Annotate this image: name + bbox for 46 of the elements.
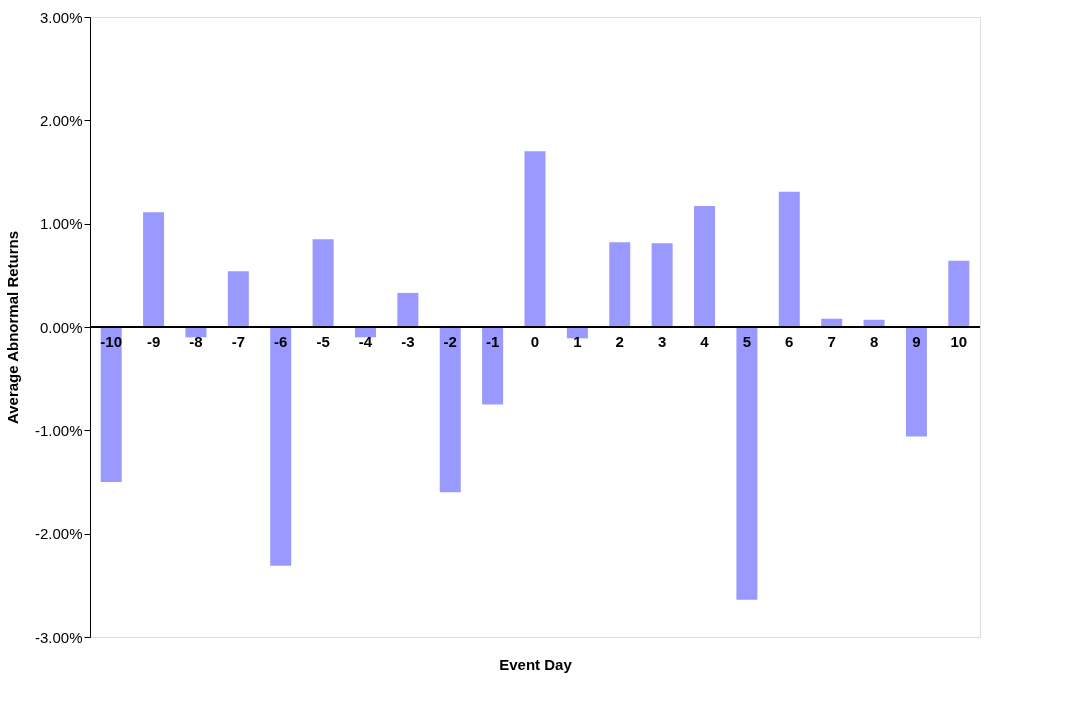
x-tick-label: 6 bbox=[785, 333, 794, 350]
x-tick-label: 0 bbox=[530, 333, 540, 350]
x-tick-label: 5 bbox=[742, 333, 752, 350]
y-tick-label: -3.00% bbox=[34, 628, 83, 646]
bar bbox=[143, 212, 165, 327]
y-tick-label: 3.00% bbox=[39, 8, 83, 26]
x-tick-label: -7 bbox=[231, 333, 246, 350]
x-tick-label: 8 bbox=[869, 333, 879, 350]
x-tick-label: -10 bbox=[100, 333, 123, 350]
x-tick-label: -6 bbox=[274, 333, 288, 350]
y-tick-label: 1.00% bbox=[39, 215, 83, 233]
x-tick-label: -2 bbox=[443, 333, 457, 350]
y-tick-label: -2.00% bbox=[34, 525, 83, 543]
bar bbox=[778, 191, 800, 327]
x-tick-label: 7 bbox=[827, 333, 836, 350]
bar bbox=[948, 260, 970, 327]
y-tick-label: -1.00% bbox=[34, 421, 83, 439]
bar bbox=[397, 292, 419, 327]
y-tick-label: 2.00% bbox=[39, 111, 83, 129]
x-tick-label: -8 bbox=[189, 333, 203, 350]
x-tick-label: 1 bbox=[573, 333, 582, 350]
bar bbox=[524, 151, 546, 327]
bar bbox=[312, 239, 334, 327]
y-axis-title: Average Abnormal Returns bbox=[3, 230, 21, 425]
bar bbox=[609, 242, 631, 327]
x-tick-label: -5 bbox=[316, 333, 330, 350]
bar bbox=[227, 271, 249, 327]
x-tick-label: 3 bbox=[657, 333, 667, 350]
x-axis-title: Event Day bbox=[499, 655, 573, 673]
x-tick-label: 10 bbox=[950, 333, 968, 350]
x-tick-label: 9 bbox=[912, 333, 921, 350]
x-tick-label: 2 bbox=[615, 333, 624, 350]
bar bbox=[736, 327, 758, 600]
y-tick-label: 0.00% bbox=[39, 318, 83, 336]
bar bbox=[482, 327, 504, 405]
x-tick-label: -3 bbox=[401, 333, 415, 350]
x-tick-label: -9 bbox=[146, 333, 161, 350]
bar bbox=[270, 327, 292, 566]
x-tick-label: -1 bbox=[485, 333, 500, 350]
bar bbox=[439, 327, 461, 493]
bar bbox=[905, 327, 927, 437]
x-tick-label: -4 bbox=[358, 333, 373, 350]
x-tick-label: 4 bbox=[700, 333, 710, 350]
bar bbox=[651, 243, 673, 327]
bar bbox=[694, 206, 716, 327]
bar bbox=[100, 327, 122, 482]
